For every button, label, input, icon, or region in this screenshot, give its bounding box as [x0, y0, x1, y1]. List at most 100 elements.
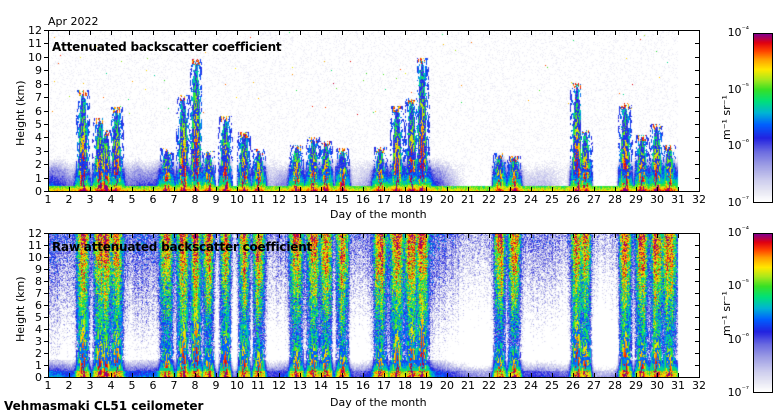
- ytick-raw-attenuated-backscatter-10: [44, 257, 49, 258]
- xticklabel-attenuated-backscatter-26: 26: [566, 193, 580, 206]
- xticklabel-attenuated-backscatter-18: 18: [398, 193, 412, 206]
- xtick-attenuated-backscatter-12: [279, 187, 280, 192]
- xtick-raw-attenuated-backscatter-28: [615, 373, 616, 378]
- xticklabel-raw-attenuated-backscatter-3: 3: [86, 379, 94, 392]
- xtick-raw-attenuated-backscatter-18: [405, 373, 406, 378]
- xtick-top-attenuated-backscatter-9: [216, 30, 217, 35]
- ytick-right-attenuated-backscatter-8: [695, 84, 700, 85]
- xticklabel-raw-attenuated-backscatter-30: 30: [650, 379, 664, 392]
- ytick-right-attenuated-backscatter-4: [695, 137, 700, 138]
- yticklabel-raw-attenuated-backscatter-9: 9: [35, 263, 42, 276]
- yticklabel-attenuated-backscatter-8: 8: [35, 78, 42, 91]
- ytick-attenuated-backscatter-8: [44, 84, 49, 85]
- colorbar-ticklabel-colorbar-bottom-0: 10⁻⁴: [727, 224, 749, 239]
- colorbar-top-gradient: [754, 34, 772, 202]
- ytick-attenuated-backscatter-9: [44, 70, 49, 71]
- xtick-attenuated-backscatter-22: [489, 187, 490, 192]
- ytick-right-raw-attenuated-backscatter-3: [695, 341, 700, 342]
- xticklabel-attenuated-backscatter-7: 7: [170, 193, 178, 206]
- xtick-top-raw-attenuated-backscatter-32: [699, 233, 700, 238]
- xtick-top-raw-attenuated-backscatter-29: [636, 233, 637, 238]
- xtick-raw-attenuated-backscatter-13: [300, 373, 301, 378]
- xtick-top-attenuated-backscatter-11: [258, 30, 259, 35]
- ytick-raw-attenuated-backscatter-9: [44, 269, 49, 270]
- ytick-raw-attenuated-backscatter-11: [44, 245, 49, 246]
- ytick-right-raw-attenuated-backscatter-1: [695, 365, 700, 366]
- xtick-top-raw-attenuated-backscatter-10: [237, 233, 238, 238]
- yticklabel-attenuated-backscatter-9: 9: [35, 64, 42, 77]
- ytick-raw-attenuated-backscatter-7: [44, 293, 49, 294]
- colorbar-bottom-unit: m⁻¹ sr⁻¹: [720, 291, 733, 336]
- yticklabel-attenuated-backscatter-12: 12: [28, 24, 42, 37]
- xtick-top-attenuated-backscatter-13: [300, 30, 301, 35]
- xtick-top-attenuated-backscatter-27: [594, 30, 595, 35]
- xtick-top-attenuated-backscatter-2: [69, 30, 70, 35]
- xtick-raw-attenuated-backscatter-5: [132, 373, 133, 378]
- xticklabel-attenuated-backscatter-6: 6: [149, 193, 157, 206]
- ytick-attenuated-backscatter-0: [44, 191, 49, 192]
- yticklabel-attenuated-backscatter-10: 10: [28, 51, 42, 64]
- xticklabel-attenuated-backscatter-32: 32: [692, 193, 706, 206]
- xtick-attenuated-backscatter-3: [90, 187, 91, 192]
- xticklabel-attenuated-backscatter-29: 29: [629, 193, 643, 206]
- xticklabel-attenuated-backscatter-31: 31: [671, 193, 685, 206]
- xtick-raw-attenuated-backscatter-22: [489, 373, 490, 378]
- ytick-right-raw-attenuated-backscatter-8: [695, 281, 700, 282]
- xticklabel-raw-attenuated-backscatter-10: 10: [230, 379, 244, 392]
- ytick-right-raw-attenuated-backscatter-11: [695, 245, 700, 246]
- xticklabel-raw-attenuated-backscatter-29: 29: [629, 379, 643, 392]
- xtick-top-raw-attenuated-backscatter-8: [195, 233, 196, 238]
- xticklabel-attenuated-backscatter-8: 8: [191, 193, 199, 206]
- xtick-top-raw-attenuated-backscatter-13: [300, 233, 301, 238]
- ytick-raw-attenuated-backscatter-6: [44, 305, 49, 306]
- date-label: Apr 2022: [48, 15, 99, 28]
- yticklabel-raw-attenuated-backscatter-10: 10: [28, 251, 42, 264]
- xtick-attenuated-backscatter-1: [48, 187, 49, 192]
- xtick-attenuated-backscatter-13: [300, 187, 301, 192]
- xtick-top-attenuated-backscatter-18: [405, 30, 406, 35]
- xtick-top-raw-attenuated-backscatter-31: [678, 233, 679, 238]
- xticklabel-attenuated-backscatter-5: 5: [128, 193, 136, 206]
- ytick-attenuated-backscatter-4: [44, 137, 49, 138]
- xtick-top-raw-attenuated-backscatter-26: [573, 233, 574, 238]
- ytick-attenuated-backscatter-1: [44, 178, 49, 179]
- ytick-attenuated-backscatter-2: [44, 164, 49, 165]
- xtick-top-attenuated-backscatter-12: [279, 30, 280, 35]
- ytick-right-attenuated-backscatter-0: [695, 191, 700, 192]
- xtick-top-attenuated-backscatter-21: [468, 30, 469, 35]
- yticklabel-raw-attenuated-backscatter-12: 12: [28, 227, 42, 240]
- plot-attenuated-backscatter[interactable]: [48, 30, 700, 192]
- xtick-attenuated-backscatter-28: [615, 187, 616, 192]
- ytick-right-attenuated-backscatter-12: [695, 30, 700, 31]
- colorbar-ticklabel-colorbar-top-3: 10⁻⁷: [727, 194, 749, 209]
- yticklabel-raw-attenuated-backscatter-0: 0: [35, 371, 42, 384]
- ytick-raw-attenuated-backscatter-4: [44, 329, 49, 330]
- xtick-attenuated-backscatter-27: [594, 187, 595, 192]
- xtick-raw-attenuated-backscatter-12: [279, 373, 280, 378]
- colorbar-ticklabel-colorbar-bottom-3: 10⁻⁷: [727, 384, 749, 399]
- plot-raw-attenuated-backscatter[interactable]: [48, 233, 700, 378]
- xticklabel-raw-attenuated-backscatter-11: 11: [251, 379, 265, 392]
- xtick-raw-attenuated-backscatter-26: [573, 373, 574, 378]
- xtick-attenuated-backscatter-23: [510, 187, 511, 192]
- xtick-raw-attenuated-backscatter-14: [321, 373, 322, 378]
- xticklabel-attenuated-backscatter-3: 3: [86, 193, 94, 206]
- colorbar-ticklabel-colorbar-top-1: 10⁻⁵: [727, 81, 749, 96]
- xticklabel-attenuated-backscatter-11: 11: [251, 193, 265, 206]
- xticklabel-raw-attenuated-backscatter-12: 12: [272, 379, 286, 392]
- xticklabel-raw-attenuated-backscatter-13: 13: [293, 379, 307, 392]
- xtick-top-raw-attenuated-backscatter-15: [342, 233, 343, 238]
- ytick-right-raw-attenuated-backscatter-12: [695, 233, 700, 234]
- xticklabel-attenuated-backscatter-17: 17: [377, 193, 391, 206]
- xtick-top-raw-attenuated-backscatter-4: [111, 233, 112, 238]
- yticklabel-raw-attenuated-backscatter-5: 5: [35, 311, 42, 324]
- xticklabel-attenuated-backscatter-30: 30: [650, 193, 664, 206]
- ytick-right-attenuated-backscatter-9: [695, 70, 700, 71]
- xtick-attenuated-backscatter-8: [195, 187, 196, 192]
- colorbar-ticklabel-colorbar-top-0: 10⁻⁴: [727, 24, 749, 39]
- ytick-right-attenuated-backscatter-11: [695, 43, 700, 44]
- xtick-top-attenuated-backscatter-20: [447, 30, 448, 35]
- xtick-top-attenuated-backscatter-15: [342, 30, 343, 35]
- yticklabel-raw-attenuated-backscatter-6: 6: [35, 299, 42, 312]
